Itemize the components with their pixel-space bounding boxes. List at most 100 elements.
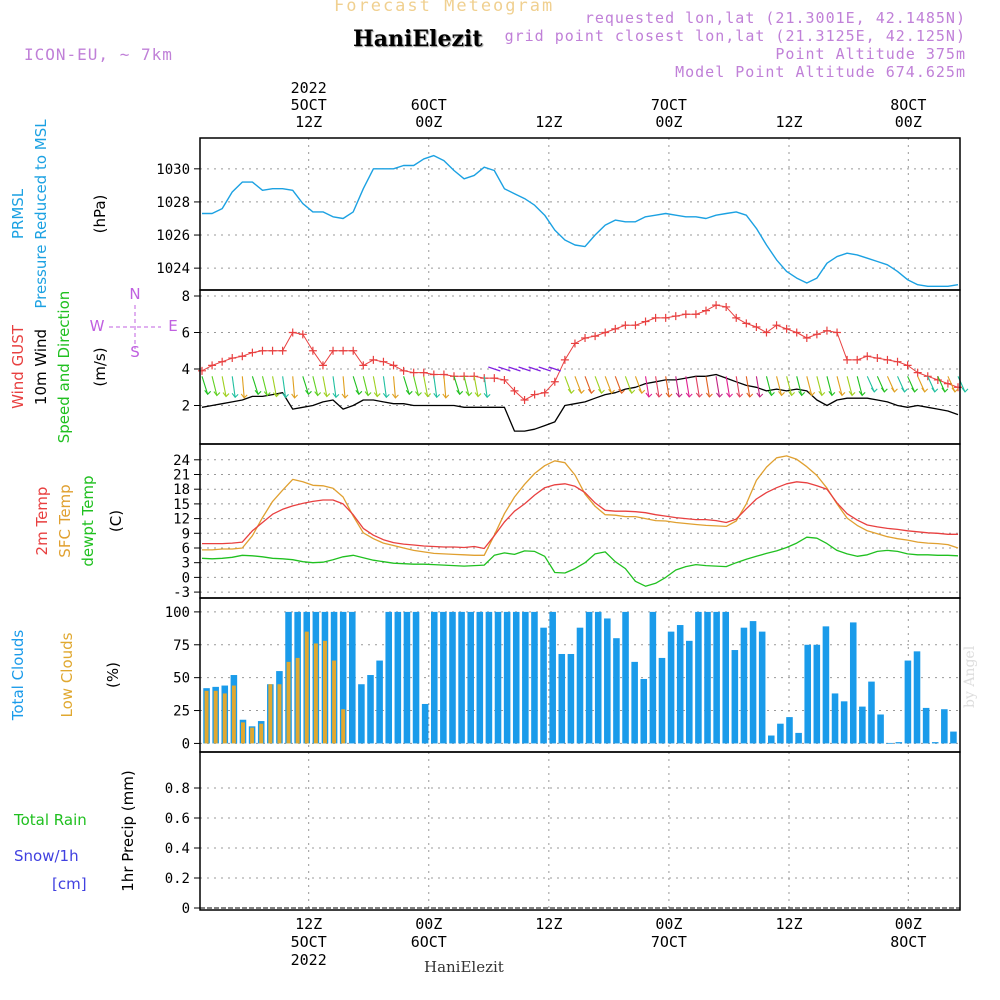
gust-point — [954, 383, 962, 392]
compass-north: N — [129, 285, 140, 303]
wind-direction-arrow — [715, 376, 721, 398]
total-cloud-bar — [813, 644, 821, 744]
tick-label-pressure: 1030 — [156, 162, 190, 178]
tick-label-temp: 9 — [182, 526, 190, 542]
wind-direction-arrow — [614, 376, 623, 394]
total-cloud-bar — [631, 661, 638, 744]
wind-direction-arrow — [473, 376, 479, 397]
gust-point — [671, 312, 680, 321]
total-cloud-bar — [412, 611, 420, 744]
total-cloud-bar — [512, 611, 520, 744]
wind-direction-arrowhead — [880, 387, 888, 393]
total-cloud-bar — [922, 707, 930, 744]
time-label-top: 12Z — [295, 113, 322, 131]
gust-point — [419, 368, 428, 377]
wind-direction-arrowhead — [858, 391, 866, 397]
total-cloud-bar — [758, 631, 766, 744]
gust-point — [570, 339, 579, 348]
total-cloud-bar — [394, 611, 402, 744]
total-cloud-bar — [494, 611, 502, 744]
wind-direction-arrow — [282, 376, 287, 398]
gust-point — [268, 346, 277, 355]
wind-direction-arrow — [604, 376, 613, 394]
wind-direction-arrow — [392, 376, 396, 398]
tick-label-precip: 0.6 — [165, 811, 190, 827]
wind-direction-arrow — [927, 376, 936, 393]
wind-direction-arrow — [876, 376, 885, 393]
wind-direction-arrow — [836, 376, 843, 396]
gust-point — [873, 354, 882, 363]
wind-direction-arrowhead — [424, 392, 432, 398]
wind-direction-arrow — [816, 376, 823, 396]
wind-direction-arrow — [755, 376, 761, 398]
wind-direction-arrow — [528, 366, 541, 372]
wind-direction-arrowhead — [685, 392, 693, 398]
total-cloud-bar — [895, 742, 903, 744]
wind-direction-arrow — [433, 376, 438, 398]
low-cloud-bar — [322, 640, 327, 744]
wind-direction-arrow — [488, 366, 501, 372]
wind-direction-arrow — [538, 366, 551, 372]
tick-label-temp: 3 — [182, 556, 190, 572]
time-label-top: 7OCT — [651, 96, 687, 114]
gust-point — [802, 333, 811, 342]
time-label-bottom: 00Z — [415, 915, 442, 933]
wind-direction-arrowhead — [314, 391, 322, 397]
pressure-line — [202, 154, 959, 287]
time-label-bottom: 7OCT — [651, 933, 687, 951]
requested-coords: requested lon,lat (21.3001E, 42.1485N) — [584, 9, 966, 27]
total-cloud-bar — [349, 611, 356, 744]
panel-label-temp: SFC Temp — [56, 484, 74, 557]
wind-direction-arrow — [937, 376, 946, 393]
wind-direction-arrow — [292, 376, 296, 398]
total-cloud-bar — [822, 626, 830, 744]
tick-label-wind: 6 — [182, 326, 190, 342]
wind-direction-arrow — [508, 366, 521, 372]
gust-point — [903, 361, 912, 370]
wind-direction-arrow — [866, 376, 875, 393]
gust-point — [258, 346, 267, 355]
wind-direction-arrowhead — [598, 388, 605, 394]
total-cloud-bar — [576, 627, 584, 744]
total-cloud-bar — [430, 611, 438, 744]
total-cloud-bar — [531, 611, 538, 744]
time-label-bottom: 12Z — [535, 915, 562, 933]
wind-direction-arrow — [382, 376, 387, 398]
total-cloud-bar — [449, 611, 456, 744]
panel-label-wind: Speed and Direction — [55, 291, 73, 444]
low-cloud-bar — [332, 660, 337, 744]
unit-label-wind: (m/s) — [91, 347, 109, 386]
wind-direction-arrowhead — [628, 388, 636, 394]
low-cloud-bar — [295, 657, 300, 744]
wind-direction-arrowhead — [415, 391, 422, 397]
tick-label-temp: 12 — [173, 512, 190, 528]
wind-direction-arrowhead — [465, 391, 473, 397]
gust-point — [359, 361, 368, 370]
gust-point — [409, 368, 418, 377]
low-cloud-bar — [259, 723, 264, 744]
wind-direction-arrowhead — [291, 393, 298, 399]
total-cloud-bar — [831, 693, 839, 744]
time-label-top: 8OCT — [890, 96, 926, 114]
total-cloud-bar — [686, 640, 693, 744]
wind-direction-arrowhead — [483, 393, 491, 399]
panel-frame-temp — [199, 443, 961, 599]
total-cloud-bar — [358, 684, 365, 744]
total-cloud-bar — [503, 611, 511, 744]
gust-point — [218, 357, 227, 366]
wind-direction-arrow — [261, 376, 268, 396]
wind-direction-arrow — [241, 376, 245, 398]
wind-direction-arrow — [403, 376, 410, 395]
gust-point — [681, 310, 690, 319]
label-total-rain: Total Rain — [13, 811, 87, 829]
wind-direction-arrow — [695, 376, 700, 398]
tick-label-temp: -3 — [173, 585, 190, 601]
time-label-bottom: 12Z — [775, 915, 802, 933]
tick-label-precip: 0 — [182, 901, 190, 917]
wind-direction-arrow — [765, 376, 772, 396]
total-cloud-bar — [613, 638, 620, 744]
panel-labels: PRMSL Pressure Reduced to MSL (hPa) Wind GU… — [9, 119, 178, 893]
gust-point — [581, 333, 590, 342]
grid-point-coords: grid point closest lon,lat (21.3125E, 42… — [504, 27, 966, 45]
gust-point — [661, 313, 670, 322]
